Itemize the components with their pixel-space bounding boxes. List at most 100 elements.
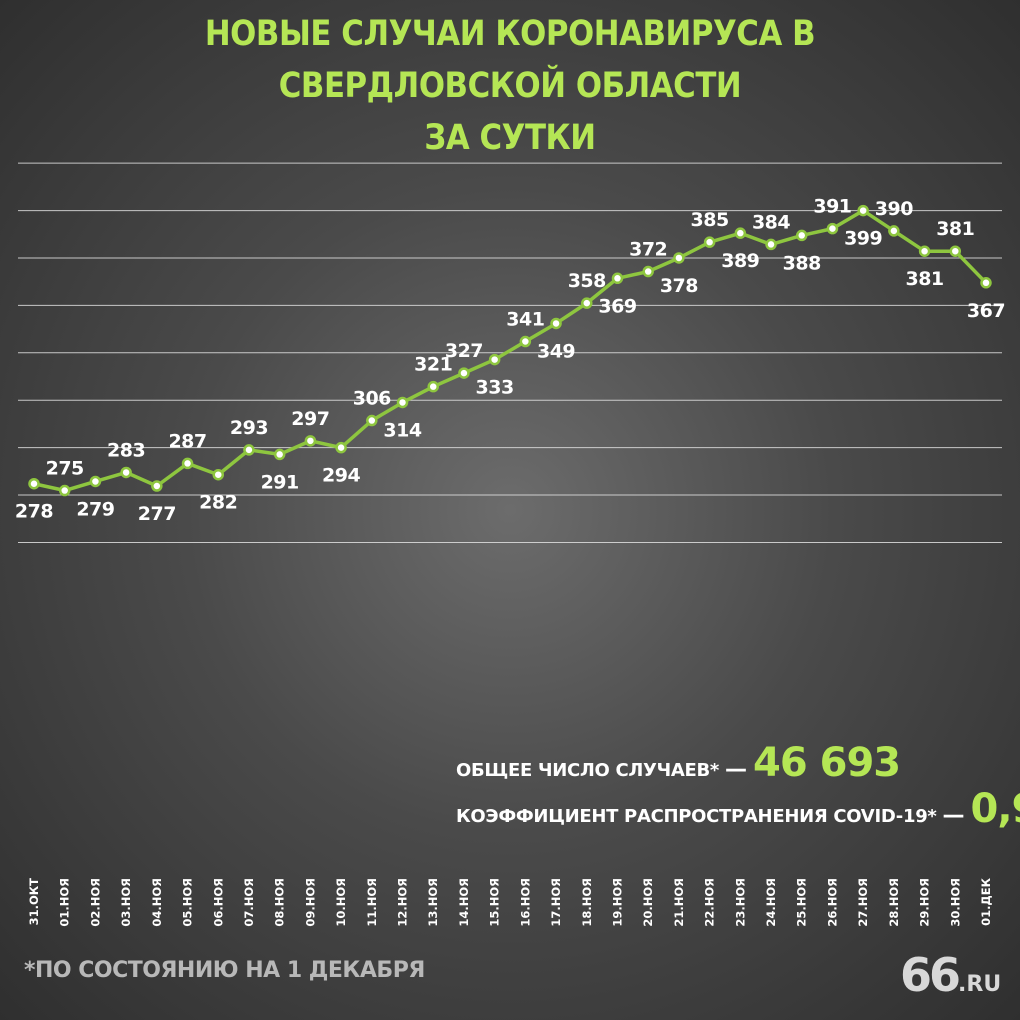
data-label: 349 xyxy=(537,340,575,362)
logo-domain: .RU xyxy=(958,972,1002,997)
x-tick-label: 31.ОКТ xyxy=(27,878,41,926)
x-tick-label: 30.НОЯ xyxy=(948,878,962,927)
x-tick-label: 20.НОЯ xyxy=(641,878,655,927)
data-label: 333 xyxy=(476,377,514,399)
data-point xyxy=(581,297,593,309)
x-tick-label: 17.НОЯ xyxy=(549,878,563,927)
chart-title: НОВЫЕ СЛУЧАИ КОРОНАВИРУСА В СВЕРДЛОВСКОЙ… xyxy=(61,8,959,164)
x-tick-label: 25.НОЯ xyxy=(795,878,809,927)
total-cases-row: ОБЩЕЕ ЧИСЛО СЛУЧАЕВ* — 46 693 xyxy=(456,740,901,786)
data-label: 341 xyxy=(506,309,544,331)
x-tick-label: 21.НОЯ xyxy=(672,878,686,927)
data-point xyxy=(396,396,409,409)
data-label: 297 xyxy=(291,408,329,430)
x-tick-label: 07.НОЯ xyxy=(242,878,256,927)
data-label: 385 xyxy=(691,209,729,231)
data-label: 278 xyxy=(15,501,53,523)
x-tick-label: 05.НОЯ xyxy=(181,878,195,927)
data-point xyxy=(89,475,102,488)
data-point xyxy=(888,225,900,237)
title-line-2: ЗА СУТКИ xyxy=(424,118,596,158)
data-points xyxy=(28,204,992,497)
x-tick-label: 24.НОЯ xyxy=(764,878,778,927)
data-label: 287 xyxy=(168,430,206,452)
data-point xyxy=(826,222,839,235)
x-tick-label: 08.НОЯ xyxy=(273,878,287,927)
x-tick-label: 03.НОЯ xyxy=(119,878,133,927)
data-point xyxy=(918,245,931,257)
data-label: 294 xyxy=(322,465,360,487)
data-point xyxy=(181,457,194,470)
footnote: *ПО СОСТОЯНИЮ НА 1 ДЕКАБРЯ xyxy=(24,958,425,983)
x-tick-label: 13.НОЯ xyxy=(426,878,440,927)
x-tick-label: 14.НОЯ xyxy=(457,878,471,927)
data-point xyxy=(857,204,869,217)
data-point xyxy=(28,477,40,490)
gridlines xyxy=(18,162,1002,543)
data-point xyxy=(980,277,992,289)
data-label: 283 xyxy=(107,439,145,461)
spread-rate-value: 0,97 xyxy=(970,786,1020,832)
total-cases-dash: — xyxy=(725,757,748,782)
data-label: 327 xyxy=(445,340,483,362)
x-tick-label: 26.НОЯ xyxy=(825,878,839,927)
data-label: 388 xyxy=(783,252,821,274)
x-tick-labels: 31.ОКТ 01.НОЯ 02.НОЯ 03.НОЯ 04.НОЯ 05.НОЯ 06.Н… xyxy=(27,877,993,926)
data-label: 369 xyxy=(598,295,636,317)
data-label: 282 xyxy=(199,492,237,514)
data-label: 372 xyxy=(629,239,667,261)
data-point xyxy=(550,317,562,330)
spread-rate-row: КОЭФФИЦИЕНТ РАСПРОСТРАНЕНИЯ COVID-19* — … xyxy=(456,786,1020,832)
spread-rate-dash: — xyxy=(942,803,965,828)
x-tick-label: 10.НОЯ xyxy=(334,878,348,927)
data-label: 277 xyxy=(138,503,176,525)
x-tick-label: 22.НОЯ xyxy=(703,878,717,927)
data-point xyxy=(673,252,685,264)
x-tick-label: 11.НОЯ xyxy=(365,878,379,927)
data-point xyxy=(427,380,439,393)
data-point xyxy=(458,367,470,379)
data-point xyxy=(642,265,654,278)
data-label: 389 xyxy=(721,250,759,272)
spread-rate-label: КОЭФФИЦИЕНТ РАСПРОСТРАНЕНИЯ COVID-19* xyxy=(456,806,937,827)
data-point xyxy=(703,236,716,248)
data-point xyxy=(304,435,317,447)
x-tick-label: 27.НОЯ xyxy=(856,878,870,927)
data-point xyxy=(765,238,777,251)
logo-number: 66 xyxy=(900,948,961,1002)
data-point xyxy=(611,272,624,285)
total-cases-label: ОБЩЕЕ ЧИСЛО СЛУЧАЕВ* xyxy=(456,760,720,781)
data-point xyxy=(273,448,286,461)
data-label: 381 xyxy=(905,268,943,290)
x-tick-label: 19.НОЯ xyxy=(610,878,624,927)
data-point xyxy=(795,229,808,242)
data-point xyxy=(58,484,71,497)
x-tick-label: 28.НОЯ xyxy=(887,878,901,927)
x-tick-label: 06.НОЯ xyxy=(211,878,225,927)
data-label: 384 xyxy=(752,211,790,233)
data-point xyxy=(212,468,225,481)
data-point xyxy=(366,414,378,427)
x-tick-label: 15.НОЯ xyxy=(488,878,502,927)
data-point xyxy=(151,480,163,492)
x-tick-label: 29.НОЯ xyxy=(918,878,932,927)
data-labels: 278 275 279 283 277 287 282 293 291 297 294 306 314 3… xyxy=(15,196,1006,525)
data-label: 321 xyxy=(414,354,452,376)
data-point xyxy=(120,466,132,479)
data-label: 293 xyxy=(230,417,268,439)
data-label: 291 xyxy=(261,471,299,493)
data-label: 314 xyxy=(383,419,421,441)
data-label: 279 xyxy=(76,498,114,520)
data-point xyxy=(949,245,962,257)
data-label: 358 xyxy=(568,270,606,292)
data-label: 390 xyxy=(875,198,913,220)
x-tick-label: 02.НОЯ xyxy=(88,878,102,927)
x-tick-label: 01.ДЕК xyxy=(979,877,993,925)
x-tick-label: 16.НОЯ xyxy=(518,878,532,927)
data-label: 378 xyxy=(660,275,698,297)
x-tick-label: 04.НОЯ xyxy=(150,878,164,927)
data-label: 306 xyxy=(353,388,391,410)
data-point xyxy=(335,441,347,454)
data-label: 381 xyxy=(936,218,974,240)
